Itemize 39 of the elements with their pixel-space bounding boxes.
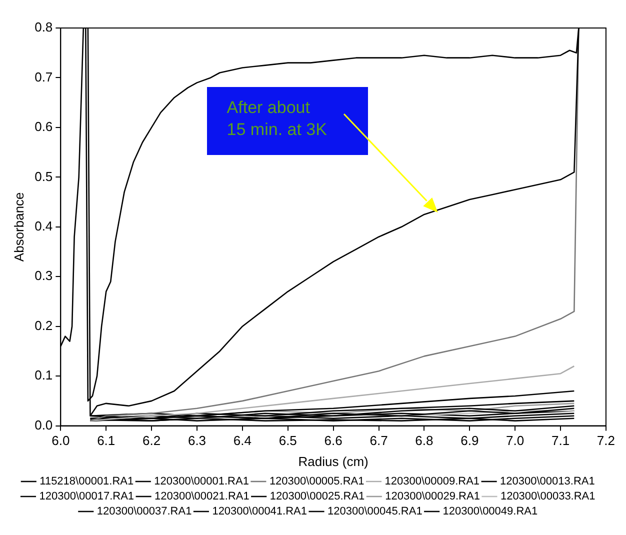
legend-label: 120300\00041.RA1 <box>212 506 308 518</box>
y-tick-label: 0.1 <box>34 368 53 383</box>
x-tick-label: 7.1 <box>551 433 570 448</box>
x-tick-label: 6.1 <box>97 433 116 448</box>
x-tick-label: 6.5 <box>278 433 297 448</box>
x-tick-label: 6.0 <box>52 433 70 448</box>
y-axis-title: Absorbance <box>11 192 26 262</box>
x-tick-label: 6.3 <box>188 433 206 448</box>
x-axis-title: Radius (cm) <box>298 454 368 469</box>
y-tick-label: 0.8 <box>34 20 53 35</box>
legend-label: 120300\00017.RA1 <box>39 490 134 503</box>
legend-label: 120300\00021.RA1 <box>154 490 250 503</box>
legend-label: 120300\00025.RA1 <box>270 490 365 503</box>
y-tick-label: 0.4 <box>34 218 53 234</box>
y-tick-label: 0.0 <box>34 417 53 432</box>
y-tick-label: 0.5 <box>34 168 53 184</box>
x-tick-label: 7.0 <box>506 433 524 448</box>
y-tick-label: 0.3 <box>34 268 53 284</box>
legend-label: 120300\00001.RA1 <box>154 476 249 488</box>
x-tick-label: 6.9 <box>460 433 479 448</box>
y-tick-label: 0.6 <box>34 119 53 134</box>
legend-label: 115218\00001.RA1 <box>40 476 134 488</box>
y-tick-label: 0.7 <box>34 69 53 84</box>
legend-label: 120300\00033.RA1 <box>500 490 596 503</box>
x-tick-label: 6.7 <box>370 433 388 448</box>
annotation: After about 15 min. at 3K <box>226 96 327 141</box>
x-tick-label: 6.4 <box>233 433 252 448</box>
y-tick-label: 0.2 <box>34 318 53 333</box>
legend-label: 120300\00013.RA1 <box>500 476 595 488</box>
x-tick-label: 7.2 <box>596 433 616 448</box>
legend-label: 120300\00037.RA1 <box>96 506 192 518</box>
legend-label: 120300\00009.RA1 <box>384 476 480 488</box>
legend-label: 120300\00045.RA1 <box>328 506 422 518</box>
legend-label: 120300\00005.RA1 <box>269 476 364 488</box>
x-tick-label: 6.8 <box>415 433 434 448</box>
legend-label: 120300\00029.RA1 <box>385 490 480 503</box>
legend-label: 120300\00049.RA1 <box>442 506 538 518</box>
x-tick-label: 6.6 <box>324 433 342 448</box>
x-tick-label: 6.2 <box>142 433 161 448</box>
